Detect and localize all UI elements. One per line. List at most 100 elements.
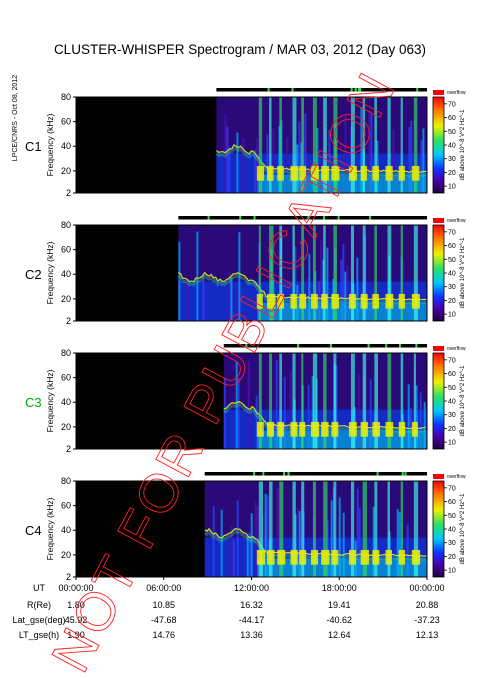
status-mark [359,88,362,92]
emission-spike [387,481,390,577]
status-mark [245,344,248,348]
status-mark [350,88,353,92]
emission-spike [350,225,354,321]
emission-peak [398,421,406,437]
spectrogram-column [232,540,235,577]
colorbar [432,224,445,322]
y-axis-label: Frequency (kHz) [45,497,55,560]
emission-spike [413,481,419,577]
status-mark [398,344,401,348]
y-tick-label: 2 [66,316,71,326]
colorbar-tick-label: 70 [448,485,456,492]
ephemeris-value: 1.80 [67,600,85,610]
emission-peak [385,165,393,181]
colorbar-tick-label: 40 [448,271,456,278]
emission-spike [279,225,283,321]
emission-spike [362,481,368,577]
ephemeris-value: 12.64 [328,630,351,640]
emission-peak [398,293,405,309]
spectrogram-column [342,512,345,577]
colorbar-tick-label: 60 [448,115,456,122]
emission-spike [292,225,295,321]
colorbar-tick-label: 60 [448,499,456,506]
emission-spike [362,353,367,449]
emission-spike [387,225,392,321]
spectrogram-column [230,277,233,321]
spectrogram-column [289,371,292,449]
status-bar [223,344,427,348]
status-mark [329,344,332,348]
y-axis-label: Frequency (kHz) [45,241,55,304]
y-tick-label: 80 [61,476,71,486]
colorbar-tick-label: 70 [448,229,456,236]
emission-peak [321,165,329,181]
ephemeris-value: 14.76 [152,630,175,640]
spectrogram-column [311,376,314,449]
y-tick-label: 40 [61,525,71,535]
colorbar-tick-label: 70 [448,357,456,364]
colorbar-overflow-label: overflow [447,218,466,224]
spectrogram-column [237,377,240,449]
colorbar-tick-label: 30 [448,284,456,291]
ephemeris-value: 10.85 [152,600,175,610]
spectrogram-column [356,488,359,577]
panel-label-c3: C3 [25,395,42,410]
emission-peak [321,293,328,309]
status-mark [307,216,310,220]
y-tick-label: 40 [61,269,71,279]
emission-spike [362,225,366,321]
status-mark [297,344,300,348]
emission-peak [398,165,405,181]
emission-spike [258,481,264,577]
colorbar-overflow [433,90,444,95]
spectrogram-column [250,513,253,577]
status-mark [291,88,294,92]
emission-spike [400,225,403,321]
x-axis-label: UT [33,583,45,593]
y-tick-label: 2 [66,188,71,198]
spectrogram-column [186,280,189,321]
colorbar-tick-label: 60 [448,243,456,250]
spectrogram-column [320,239,323,321]
spectrogram-column [335,365,338,449]
status-mark [253,472,256,476]
emission-spike [323,353,327,449]
colorbar-tick-label: 30 [448,412,456,419]
spectrogram-column [238,232,241,321]
spectrogram-column [342,243,345,321]
spectrogram-column [298,121,301,193]
figure-title: CLUSTER-WHISPER Spectrogram / MAR 03, 20… [54,42,426,57]
emission-peak [299,549,307,565]
status-mark [369,216,372,220]
spectrogram-column [276,487,279,577]
y-tick-label: 60 [61,501,71,511]
spectrogram-column [408,126,411,193]
colorbar-tick-label: 50 [448,129,456,136]
spectrogram-column [406,524,409,577]
x-tick-label: 00:00:00 [409,583,444,593]
emission-spike [279,97,282,193]
y-tick-label: 40 [61,397,71,407]
spectrogram-column [226,126,229,193]
spectrogram-column [304,114,307,193]
panel-label-c2: C2 [25,267,42,282]
emission-peak [411,549,421,565]
spectrogram-column [275,360,278,449]
panel-label-c1: C1 [25,139,42,154]
spectrogram-column [254,149,257,193]
spectrogram-column [235,361,238,449]
spectrogram-column [247,361,250,449]
colorbar [432,352,445,450]
colorbar-overflow-label: overflow [447,474,466,480]
emission-peak [299,165,307,181]
emission-peak [372,421,380,437]
emission-spike [301,481,305,577]
colorbar-label: dB above 10^-8 V^2 Hz^-1 [460,365,466,436]
spectrogram-column [357,374,360,449]
y-tick-label: 40 [61,141,71,151]
emission-spike [374,225,377,321]
emission-peak [256,421,264,437]
emission-spike [292,481,296,577]
time-axis: 00:00:00 06:00:00 12:00:00 18:00:00 00:00:00… [33,577,445,593]
